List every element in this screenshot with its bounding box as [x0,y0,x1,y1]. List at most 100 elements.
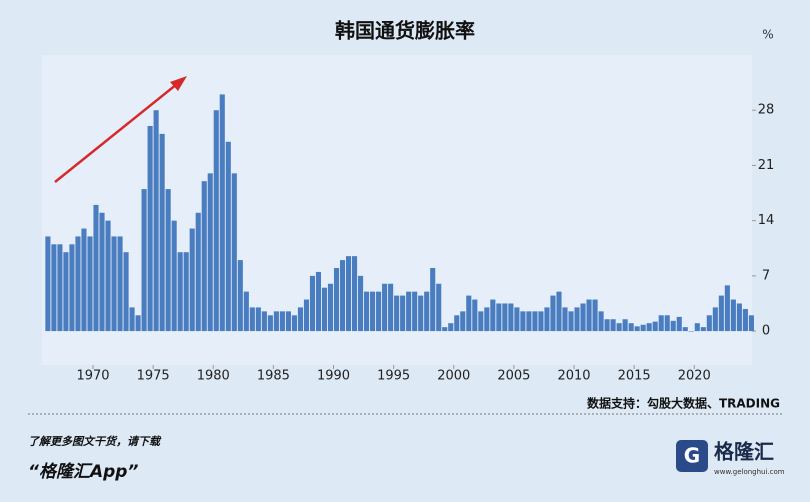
bar [562,307,568,332]
bar [598,311,604,332]
x-tick-label: 2010 [557,369,590,384]
bar [454,315,460,332]
bar [496,303,502,332]
bar [388,283,394,332]
bar [706,315,712,332]
bar [508,303,514,332]
bar [129,307,135,332]
bar [147,125,153,332]
bar [243,291,249,332]
bar [183,252,189,332]
bar [472,299,478,332]
x-tick-label: 2005 [497,369,530,384]
bar [514,307,520,332]
x-tick-label: 1970 [76,369,109,384]
bar [580,303,586,332]
bar [460,311,466,332]
bar [568,311,574,332]
bar [51,244,57,332]
bar [376,291,382,332]
bar [111,236,117,332]
bar [63,252,69,332]
bar [225,141,231,332]
bar [141,189,147,332]
footer-line1: 了解更多图文干货，请下载 [28,435,162,448]
bar [93,204,99,332]
bar [45,236,51,332]
bar [622,319,628,332]
bar [724,285,730,332]
chart-title: 韩国通货膨胀率 [335,19,475,43]
bar [364,291,370,332]
bar [267,315,273,332]
bar [742,308,748,332]
bar [574,307,580,332]
bar [291,315,297,332]
bar [688,331,694,332]
bar [448,323,454,332]
bar [538,311,544,332]
bar [333,267,340,332]
bar [730,299,736,332]
bar [135,315,141,332]
bar [297,307,303,332]
y-tick-label: 28 [758,103,775,118]
bar [171,220,177,332]
bar [394,295,400,332]
bar [652,321,658,332]
bar [201,181,207,332]
bar [406,291,412,332]
bar [682,327,688,332]
logo-url: www.gelonghui.com [714,468,785,476]
bar [442,327,448,332]
bar [261,311,267,332]
bar [646,323,652,332]
bar [81,228,87,332]
bar [466,295,472,332]
footer-line2: “格隆汇App” [28,462,138,482]
bar [87,236,93,332]
logo-text: 格隆汇 [714,440,774,464]
bar [117,236,123,332]
source: 数据支持：勾股大数据、TRADING [587,396,780,411]
x-tick-label: 2000 [437,369,470,384]
bar [382,283,388,332]
bar [213,110,219,332]
bar [718,295,724,332]
bar [478,311,484,332]
bar [123,252,129,332]
bar [327,283,334,332]
x-tick-label: 1995 [377,369,410,384]
logo-glyph: G [684,444,700,468]
bar [712,307,718,332]
bar [532,311,538,332]
bar [99,212,105,332]
x-tick-label: 1975 [137,369,170,384]
bar [670,320,676,332]
bar [676,316,682,332]
bar [556,291,562,332]
bar [520,311,526,332]
bar [351,256,358,332]
bar [75,236,81,332]
bar [592,299,598,332]
bar [195,212,201,332]
bar [400,295,406,332]
bar [177,252,183,332]
bar [159,133,165,332]
x-tick-label: 1990 [317,369,350,384]
bar [321,287,328,332]
arrow [54,79,183,183]
bar [285,311,291,332]
x-tick-label: 2020 [678,369,711,384]
bar [484,307,490,332]
bar [279,311,285,332]
bar [424,291,430,332]
arrow-head [170,76,187,91]
bar [640,324,646,332]
bar [339,260,346,332]
y-tick-label: 0 [762,324,770,339]
bar [165,189,171,332]
bar [658,315,664,332]
